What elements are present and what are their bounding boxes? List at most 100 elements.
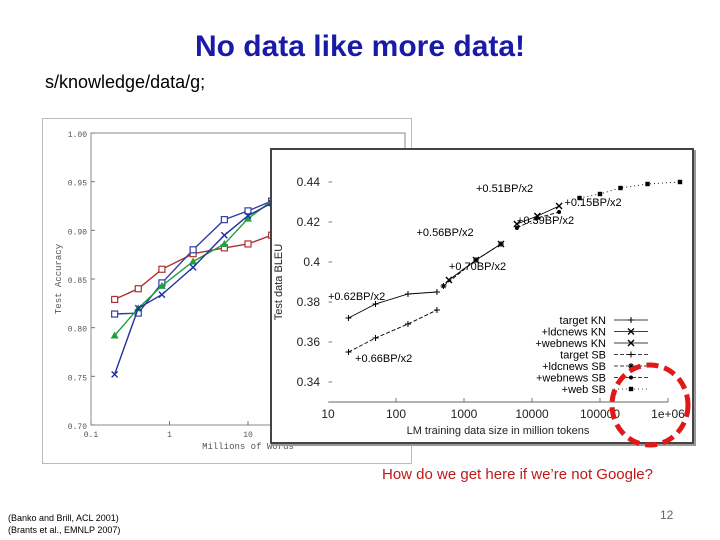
reference-1: (Banko and Brill, ACL 2001) bbox=[8, 513, 119, 523]
slide-subtitle: s/knowledge/data/g; bbox=[45, 72, 206, 92]
data-point bbox=[189, 246, 197, 254]
legend-marker bbox=[627, 339, 635, 347]
data-point bbox=[372, 335, 379, 341]
x-tick-label: 1e+06 bbox=[651, 407, 685, 421]
legend-marker bbox=[629, 375, 633, 380]
x-tick-label: 100 bbox=[386, 407, 406, 421]
data-point bbox=[597, 191, 603, 197]
x-axis-label: LM training data size in million tokens bbox=[407, 425, 590, 437]
data-point bbox=[158, 265, 166, 273]
data-point bbox=[404, 291, 411, 297]
y-tick-label: 0.90 bbox=[68, 228, 87, 237]
y-tick-label: 0.44 bbox=[297, 175, 321, 189]
data-point bbox=[345, 349, 352, 355]
bleu-annotation: +0.70BP/x2 bbox=[449, 261, 506, 273]
highlight-circle bbox=[609, 362, 691, 448]
series-line-4 bbox=[443, 243, 502, 287]
data-point bbox=[244, 212, 252, 220]
data-point bbox=[677, 179, 683, 185]
series-line-3 bbox=[348, 309, 438, 353]
bleu-annotation: +0.62BP/x2 bbox=[328, 291, 385, 303]
x-tick-label: 1000 bbox=[451, 407, 478, 421]
data-point bbox=[220, 239, 229, 247]
x-tick-label: 0.1 bbox=[84, 431, 99, 440]
data-point bbox=[134, 304, 142, 312]
data-point bbox=[134, 285, 142, 293]
bleu-annotation: +0.39BP/x2 bbox=[517, 215, 574, 227]
y-tick-label: 0.38 bbox=[297, 295, 321, 309]
y-tick-label: 0.85 bbox=[68, 277, 87, 286]
y-tick-label: 0.42 bbox=[297, 215, 321, 229]
series-line-6 bbox=[579, 181, 681, 199]
bleu-annotation: +0.56BP/x2 bbox=[416, 227, 473, 239]
legend-marker bbox=[628, 317, 634, 323]
x-axis-label: Millions of Words bbox=[202, 442, 294, 452]
y-tick-label: 0.4 bbox=[303, 255, 320, 269]
data-point bbox=[110, 331, 119, 339]
data-point bbox=[433, 289, 440, 295]
legend-label: +ldcnews SB bbox=[542, 361, 606, 373]
legend-marker bbox=[628, 363, 634, 369]
data-point bbox=[433, 307, 440, 313]
data-point bbox=[513, 220, 521, 228]
y-tick-label: 0.95 bbox=[68, 180, 87, 189]
y-axis-label: Test Accuracy bbox=[54, 243, 64, 314]
references: (Banko and Brill, ACL 2001) (Brants et a… bbox=[8, 512, 120, 536]
legend-label: +webnews KN bbox=[535, 338, 606, 350]
legend-label: target SB bbox=[560, 350, 606, 362]
data-point bbox=[372, 301, 379, 307]
data-point bbox=[220, 216, 228, 224]
y-tick-label: 0.36 bbox=[297, 335, 321, 349]
data-point bbox=[345, 315, 352, 321]
y-tick-label: 0.70 bbox=[68, 423, 87, 432]
data-point bbox=[111, 295, 119, 304]
data-point bbox=[189, 257, 198, 265]
y-tick-label: 0.75 bbox=[68, 374, 87, 383]
data-point bbox=[440, 283, 447, 289]
bleu-annotation: +0.15BP/x2 bbox=[564, 197, 621, 209]
legend-label: target KN bbox=[560, 315, 607, 327]
data-point bbox=[557, 210, 562, 214]
x-tick-label: 10000 bbox=[515, 407, 549, 421]
data-point bbox=[158, 291, 166, 299]
data-point bbox=[535, 216, 540, 220]
bleu-chart: 0.34 0.36 0.38 0.4 0.42 0.44 10 100 1000 10000 100… bbox=[270, 148, 694, 444]
legend-label: +web SB bbox=[562, 384, 606, 396]
data-point bbox=[555, 202, 563, 210]
series-line-0 bbox=[348, 291, 437, 319]
y-tick-label: 0.34 bbox=[297, 375, 321, 389]
x-tick-label: 10 bbox=[321, 407, 335, 421]
data-point bbox=[445, 276, 453, 284]
caption-text: How do we get here if we’re not Google? bbox=[382, 466, 653, 483]
series-line-5 bbox=[516, 211, 560, 229]
bleu-annotation: +0.66BP/x2 bbox=[355, 353, 412, 365]
data-point bbox=[404, 321, 411, 327]
reference-2: (Brants et al., EMNLP 2007) bbox=[8, 525, 121, 535]
legend-label: +ldcnews KN bbox=[541, 327, 606, 339]
legend-marker bbox=[627, 328, 635, 335]
data-point bbox=[189, 263, 197, 271]
y-tick-label: 1.00 bbox=[68, 131, 87, 140]
y-axis-label: Test data BLEU bbox=[273, 244, 285, 320]
data-point bbox=[244, 214, 252, 222]
data-point bbox=[157, 281, 166, 289]
data-point bbox=[244, 207, 252, 215]
slide-title: No data like more data! bbox=[194, 30, 526, 63]
page-number: 12 bbox=[660, 508, 674, 522]
legend-label: +webnews SB bbox=[536, 373, 606, 385]
x-tick-label: 1 bbox=[167, 431, 172, 440]
data-point bbox=[244, 240, 252, 248]
data-point bbox=[111, 370, 119, 378]
data-point bbox=[111, 310, 119, 318]
x-tick-label: 10 bbox=[243, 431, 253, 440]
y-tick-label: 0.80 bbox=[68, 326, 87, 335]
legend-marker bbox=[628, 386, 634, 392]
data-point bbox=[577, 195, 582, 201]
bleu-annotation: +0.51BP/x2 bbox=[476, 183, 533, 195]
data-point bbox=[220, 231, 228, 239]
data-point bbox=[497, 241, 504, 247]
data-point bbox=[618, 185, 623, 191]
data-point bbox=[645, 181, 650, 187]
